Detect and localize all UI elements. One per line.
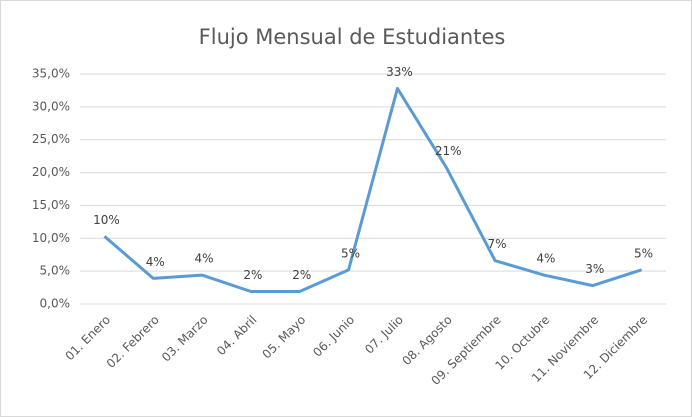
y-tick-label: 35,0% bbox=[32, 67, 70, 81]
line bbox=[103, 86, 643, 294]
data-label: 4% bbox=[536, 252, 555, 266]
y-tick-label: 20,0% bbox=[32, 165, 70, 179]
y-tick-label: 25,0% bbox=[32, 132, 70, 146]
y-tick-label: 30,0% bbox=[32, 99, 70, 113]
y-tick-label: 10,0% bbox=[32, 231, 70, 245]
data-label: 5% bbox=[634, 246, 653, 260]
data-label: 3% bbox=[585, 262, 604, 276]
chart-title: Flujo Mensual de Estudiantes bbox=[199, 25, 506, 49]
data-label: 4% bbox=[195, 252, 214, 266]
y-tick-label: 15,0% bbox=[32, 198, 70, 212]
y-tick-label: 0,0% bbox=[40, 297, 71, 311]
data-label: 2% bbox=[243, 268, 262, 282]
data-label: 10% bbox=[93, 213, 120, 227]
data-label: 7% bbox=[488, 237, 507, 251]
data-label: 33% bbox=[386, 65, 413, 79]
data-label: 4% bbox=[146, 255, 165, 269]
data-label: 2% bbox=[292, 268, 311, 282]
data-label: 21% bbox=[435, 144, 462, 158]
data-label: 5% bbox=[341, 246, 360, 260]
y-tick-label: 5,0% bbox=[40, 264, 71, 278]
